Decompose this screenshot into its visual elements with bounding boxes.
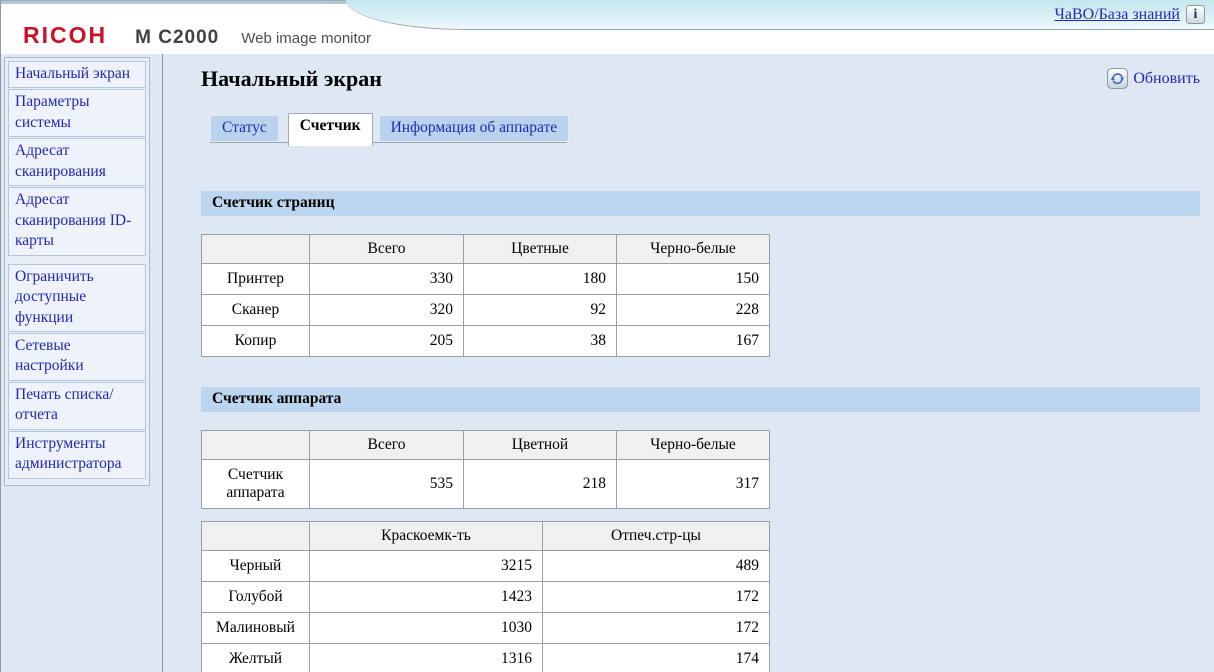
cell-value: 1030 (309, 612, 543, 644)
table-row-scanner: Сканер 320 92 228 (201, 294, 770, 326)
sidebar-item-network-settings[interactable]: Сетевые настройки (8, 332, 146, 381)
column-header-color: Цветные (463, 234, 617, 264)
cell-value: 228 (616, 294, 770, 326)
cell-value: 3215 (309, 550, 543, 582)
row-label: Малиновый (201, 612, 310, 644)
column-header-empty (201, 430, 310, 460)
table-row-copier: Копир 205 38 167 (201, 325, 770, 357)
column-header-total: Всего (309, 234, 464, 264)
sidebar-item-print-list-report[interactable]: Печать списка/отчета (8, 381, 146, 430)
header: ЧаВО/База знаний i RICOH M C2000 Web ima… (1, 0, 1214, 54)
column-header-color: Цветной (463, 430, 617, 460)
table-row-printer: Принтер 330 180 150 (201, 263, 770, 295)
cell-value: 92 (463, 294, 617, 326)
table-row-machine-counter: Счетчик аппарата 535 218 317 (201, 459, 770, 509)
sidebar-item-home[interactable]: Начальный экран (8, 61, 146, 89)
cell-value: 172 (542, 612, 770, 644)
cell-value: 38 (463, 325, 617, 357)
cell-value: 317 (616, 459, 770, 509)
cell-value: 330 (309, 263, 464, 295)
column-header-empty (201, 234, 310, 264)
cell-value: 180 (463, 263, 617, 295)
table-header-row: Всего Цветной Черно-белые (201, 430, 770, 460)
page-counter-table: Всего Цветные Черно-белые Принтер 330 18… (201, 234, 770, 357)
cell-value: 172 (542, 581, 770, 613)
toner-counter-table: Краскоемк-ть Отпеч.стр-цы Черный 3215 48… (201, 521, 770, 672)
section-title-machine-counter: Счетчик аппарата (201, 387, 1200, 412)
cell-value: 535 (309, 459, 464, 509)
cell-value: 489 (542, 550, 770, 582)
refresh-label: Обновить (1133, 69, 1200, 87)
table-header-row: Всего Цветные Черно-белые (201, 234, 770, 264)
tab-device-info[interactable]: Информация об аппарате (378, 115, 570, 142)
column-header-toner-capacity: Краскоемк-ть (309, 521, 543, 551)
row-label: Сканер (201, 294, 310, 326)
info-icon[interactable]: i (1186, 5, 1205, 24)
header-swoosh-band: ЧаВО/База знаний i (346, 0, 1214, 30)
machine-counter-table: Всего Цветной Черно-белые Счетчик аппара… (201, 430, 770, 509)
column-header-total: Всего (309, 430, 464, 460)
column-header-bw: Черно-белые (616, 430, 770, 460)
table-row-cyan: Голубой 1423 172 (201, 581, 770, 613)
cell-value: 150 (616, 263, 770, 295)
sidebar-item-system-settings[interactable]: Параметры системы (8, 89, 146, 138)
tab-counter[interactable]: Счетчик (287, 113, 373, 146)
cell-value: 218 (463, 459, 617, 509)
table-row-yellow: Желтый 1316 174 (201, 643, 770, 672)
sidebar-nav: Начальный экран Параметры системы Адреса… (4, 57, 150, 486)
sidebar-item-administrator-tools[interactable]: Инструменты администратора (8, 430, 146, 479)
cell-value: 205 (309, 325, 464, 357)
tab-status[interactable]: Статус (210, 115, 279, 142)
cell-value: 167 (616, 325, 770, 357)
table-row-black: Черный 3215 489 (201, 550, 770, 582)
section-title-page-counter: Счетчик страниц (201, 191, 1200, 216)
cell-value: 174 (542, 643, 770, 672)
table-row-magenta: Малиновый 1030 172 (201, 612, 770, 644)
top-strip (1, 0, 421, 4)
cell-value: 1316 (309, 643, 543, 672)
ricoh-logo: RICOH (23, 22, 108, 48)
column-header-bw: Черно-белые (616, 234, 770, 264)
main-content: Начальный экран Обновить Статус Счетчик … (201, 54, 1200, 672)
row-label: Принтер (201, 263, 310, 295)
tab-bar: Статус Счетчик Информация об аппарате (201, 113, 1200, 149)
cell-value: 320 (309, 294, 464, 326)
page-title: Начальный экран (201, 66, 382, 91)
row-label: Копир (201, 325, 310, 357)
refresh-button[interactable]: Обновить (1107, 68, 1200, 89)
sidebar-item-scan-destination[interactable]: Адресат сканирования (8, 138, 146, 187)
brand-row: RICOH M C2000 Web image monitor (23, 22, 371, 49)
row-label: Голубой (201, 581, 310, 613)
sidebar-main-divider (162, 54, 163, 672)
refresh-icon (1107, 68, 1129, 89)
sidebar-item-scan-destination-id-card[interactable]: Адресат сканирования ID-карты (8, 187, 146, 256)
column-header-printed-pages: Отпеч.стр-цы (542, 521, 770, 551)
table-header-row: Краскоемк-ть Отпеч.стр-цы (201, 521, 770, 551)
row-label: Желтый (201, 643, 310, 672)
column-header-empty (201, 521, 310, 551)
row-label: Счетчик аппарата (201, 459, 310, 509)
row-label: Черный (201, 550, 310, 582)
product-name: Web image monitor (241, 30, 372, 47)
faq-knowledge-base-link[interactable]: ЧаВО/База знаний (1054, 5, 1180, 23)
cell-value: 1423 (309, 581, 543, 613)
sidebar-item-restrict-functions[interactable]: Ограничить доступные функции (8, 263, 146, 332)
device-model: M C2000 (135, 27, 220, 48)
